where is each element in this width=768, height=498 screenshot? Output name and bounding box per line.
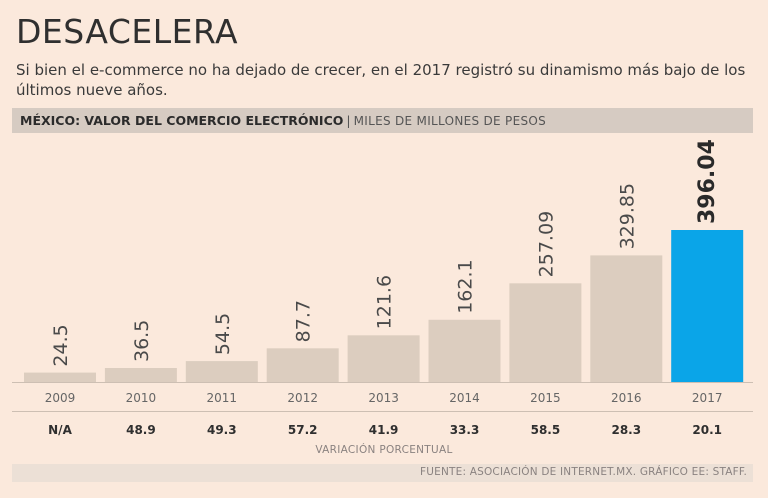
- bar-2009: [24, 373, 96, 382]
- variation-2009: N/A: [48, 423, 72, 437]
- tick-label-2013: 2013: [368, 391, 399, 405]
- bar-2013: [348, 335, 420, 382]
- variation-label: VARIACIÓN PORCENTUAL: [0, 444, 768, 456]
- variation-2012: 57.2: [288, 423, 318, 437]
- variation-2010: 48.9: [126, 423, 156, 437]
- value-label-2009: 24.5: [50, 324, 72, 366]
- variation-2011: 49.3: [207, 423, 237, 437]
- bar-2017: [671, 230, 743, 382]
- tick-label-2011: 2011: [207, 391, 238, 405]
- variation-2013: 41.9: [369, 423, 399, 437]
- bar-2010: [105, 368, 177, 382]
- tick-label-2009: 2009: [45, 391, 76, 405]
- bar-2014: [429, 320, 501, 382]
- bar-2015: [509, 283, 581, 382]
- value-label-2014: 162.1: [455, 259, 477, 313]
- value-label-2012: 87.7: [293, 300, 315, 342]
- bar-2016: [590, 255, 662, 382]
- bar-2012: [267, 348, 339, 382]
- variation-2016: 28.3: [611, 423, 641, 437]
- variation-2014: 33.3: [450, 423, 480, 437]
- value-label-2016: 329.85: [616, 183, 638, 249]
- tick-label-2012: 2012: [287, 391, 318, 405]
- variation-2015: 58.5: [531, 423, 561, 437]
- value-label-2015: 257.09: [535, 211, 557, 277]
- value-label-2013: 121.6: [374, 275, 396, 329]
- tick-label-2016: 2016: [611, 391, 642, 405]
- value-label-2010: 36.5: [131, 320, 153, 362]
- value-label-2017: 396.04: [695, 139, 720, 224]
- source-note: FUENTE: ASOCIACIÓN DE INTERNET.MX. GRÁFI…: [420, 466, 747, 478]
- tick-label-2014: 2014: [449, 391, 480, 405]
- variation-2017: 20.1: [692, 423, 722, 437]
- footer-band: FUENTE: ASOCIACIÓN DE INTERNET.MX. GRÁFI…: [12, 464, 753, 482]
- tick-label-2017: 2017: [692, 391, 723, 405]
- value-label-2011: 54.5: [212, 313, 234, 355]
- tick-label-2015: 2015: [530, 391, 561, 405]
- tick-label-2010: 2010: [126, 391, 157, 405]
- bar-chart: 24.5 2009 N/A 36.5 2010 48.9 54.5 2011 49.3 87.7 2…: [0, 0, 768, 498]
- bar-2011: [186, 361, 258, 382]
